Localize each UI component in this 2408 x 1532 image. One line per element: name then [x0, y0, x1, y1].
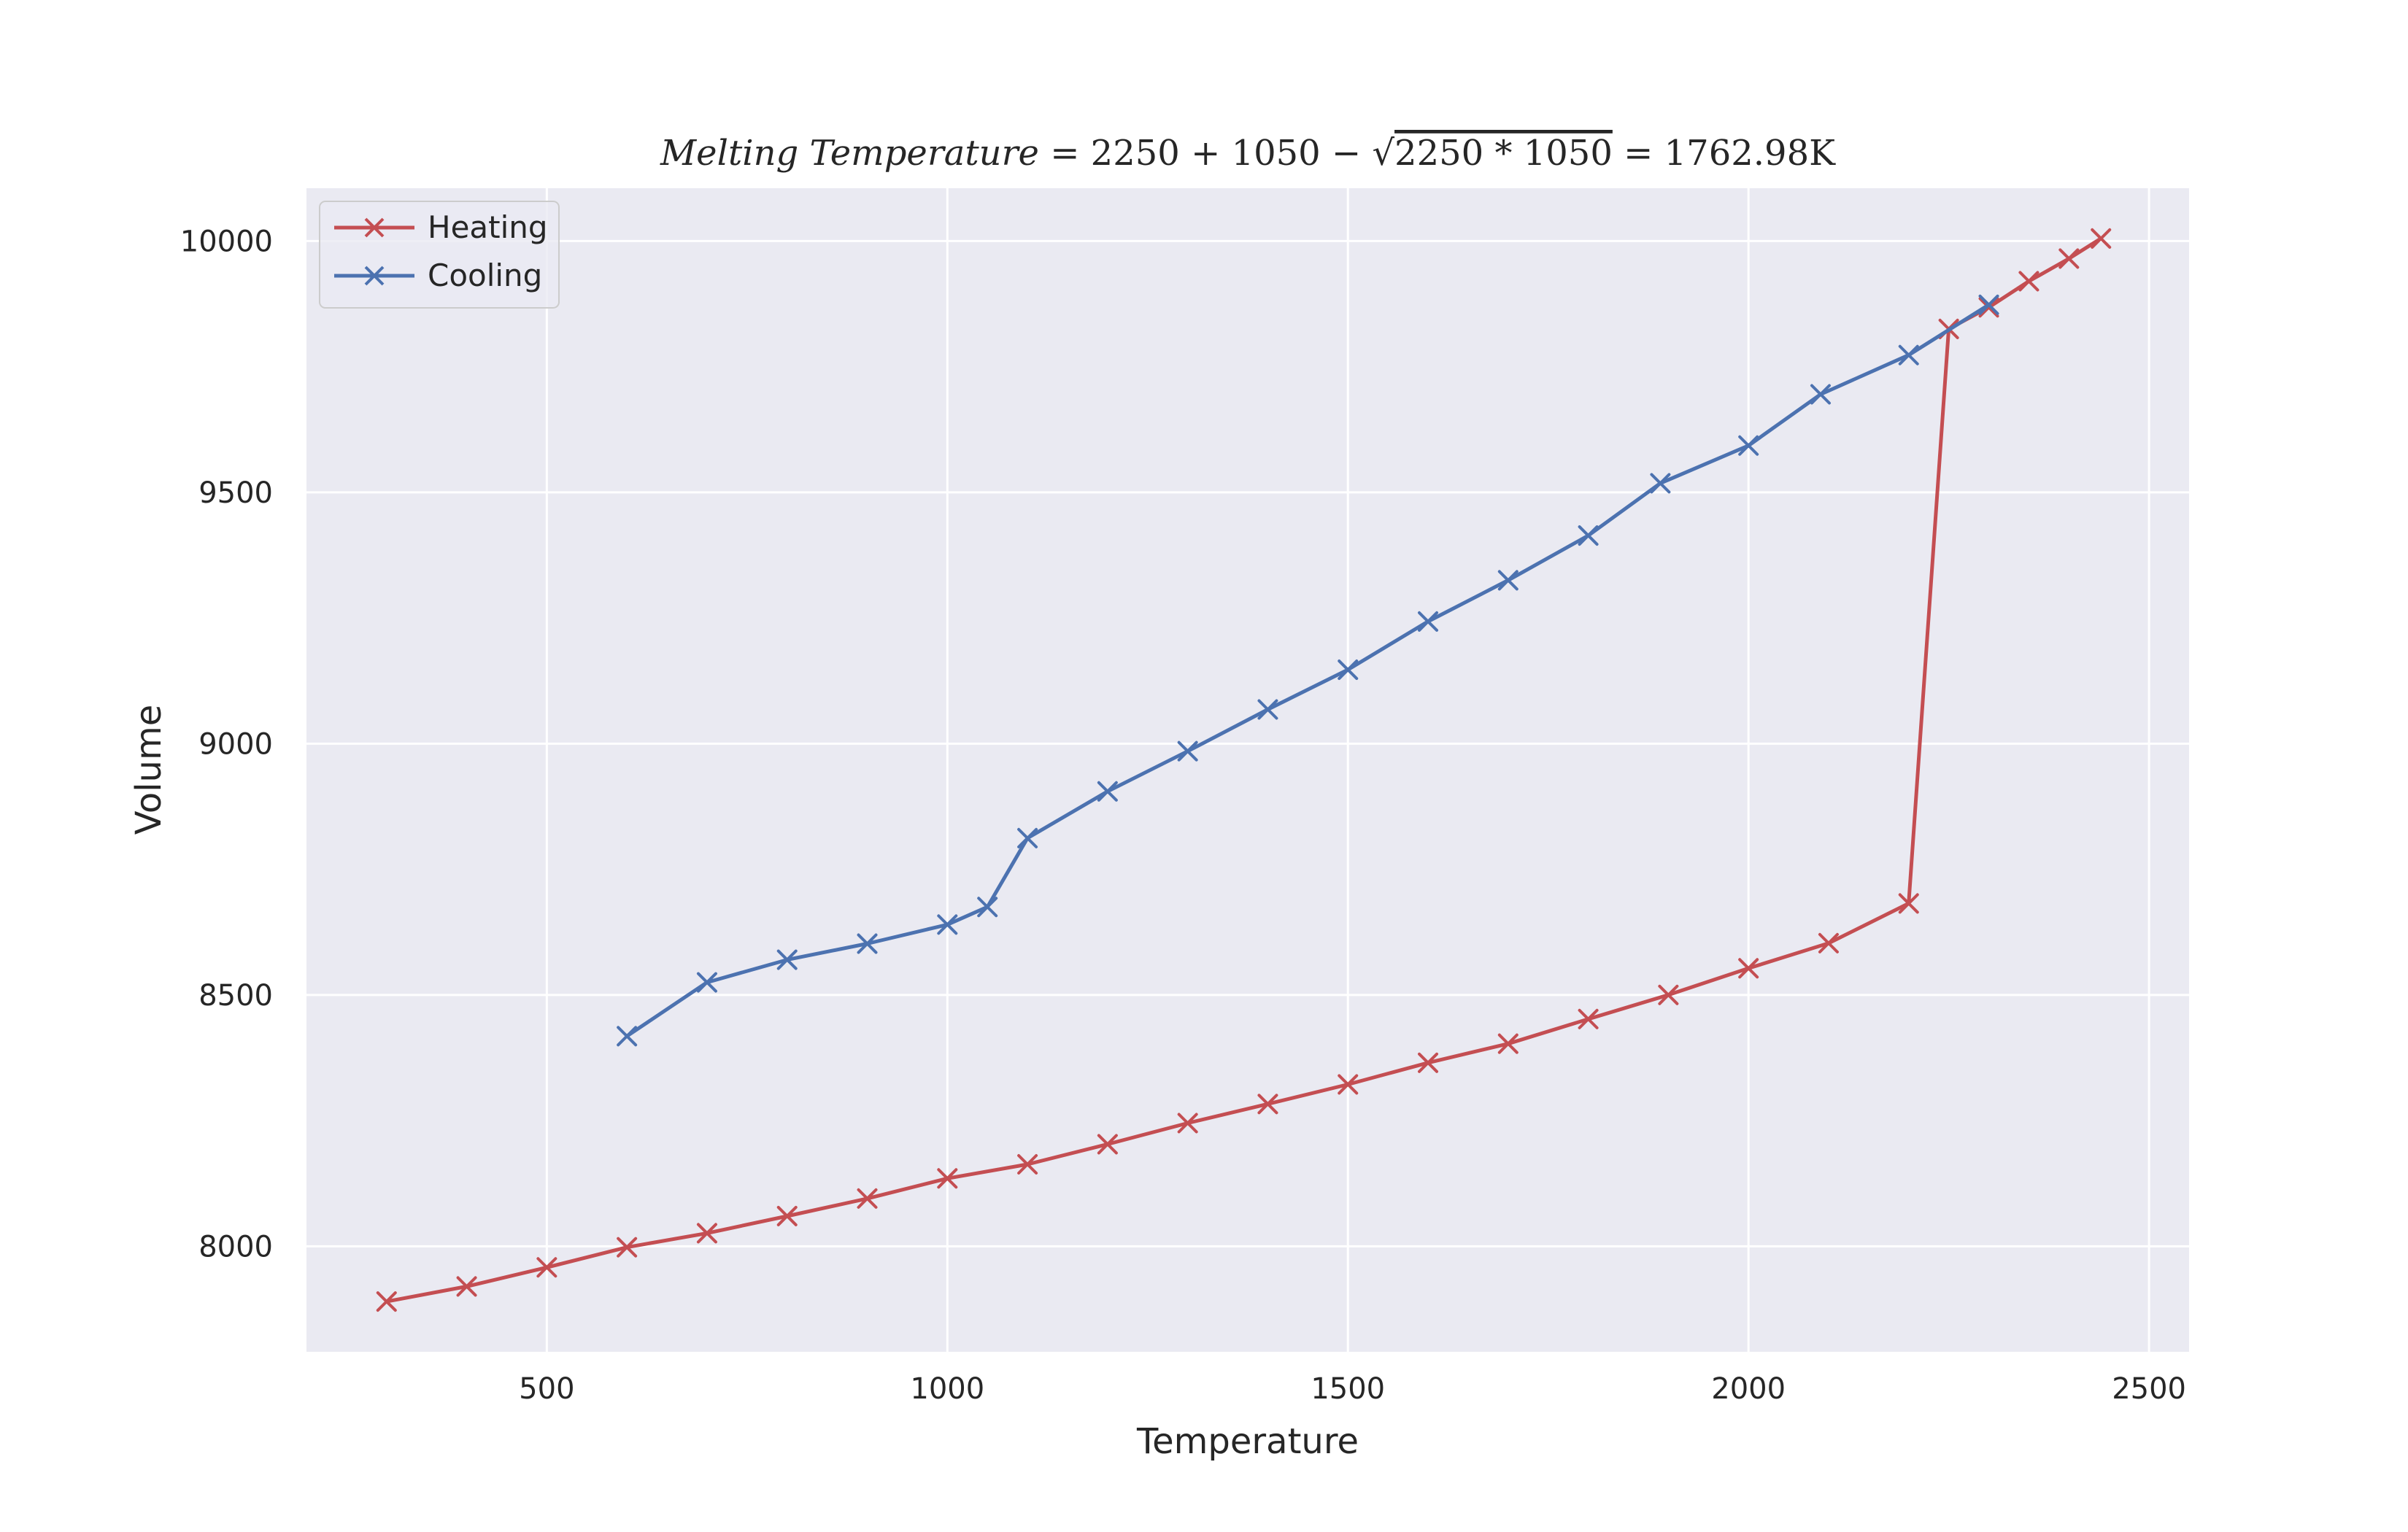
- legend: Heating Cooling: [319, 201, 560, 309]
- heating-point: [1177, 1113, 1198, 1134]
- cooling-point: [1738, 435, 1759, 456]
- heating-point: [1818, 932, 1839, 953]
- cooling-point: [776, 949, 798, 970]
- heating-point: [1418, 1052, 1439, 1073]
- tick-labels: 500 1000 1500 2000 2500 8000 8500 9000 9500 10000: [180, 225, 2186, 1406]
- cooling-point: [1257, 699, 1278, 720]
- heating-point: [456, 1276, 477, 1297]
- y-tick-label: 10000: [180, 225, 273, 258]
- heating-point: [1738, 958, 1759, 979]
- heating-point: [617, 1237, 638, 1258]
- title-lhs: Melting Temperature: [660, 133, 1039, 174]
- heating-point: [2058, 248, 2080, 269]
- plot-area: [306, 188, 2189, 1352]
- x-axis-label: Temperature: [1136, 1421, 1359, 1462]
- cooling-point: [977, 897, 998, 918]
- heating-point: [376, 1291, 397, 1312]
- sqrt-symbol: √: [1372, 133, 1394, 174]
- x-tick-label: 1000: [910, 1372, 984, 1406]
- heating-point: [696, 1223, 717, 1244]
- y-axis-label: Volume: [128, 705, 169, 835]
- cooling-point: [1898, 344, 1919, 365]
- cooling-point: [937, 914, 958, 935]
- heating-point: [1658, 984, 1679, 1005]
- cooling-point: [696, 972, 717, 993]
- cooling-point: [1650, 473, 1671, 494]
- cooling-point: [1177, 740, 1198, 762]
- heating-point: [1578, 1008, 1599, 1029]
- cooling-point: [1017, 827, 1038, 848]
- cooling-point: [1097, 781, 1118, 802]
- heating-point: [937, 1168, 958, 1189]
- heating-point: [1898, 893, 1919, 914]
- cooling-point: [1497, 570, 1518, 591]
- legend-cooling-label: Cooling: [428, 258, 542, 293]
- heating-point: [2091, 228, 2112, 249]
- chart-title: Melting Temperature = 2250 + 1050 − √225…: [660, 133, 1836, 174]
- heating-point: [1338, 1074, 1359, 1095]
- title-result: = 1762.98K: [1613, 133, 1836, 174]
- cooling-point: [1578, 525, 1599, 546]
- cooling-point: [617, 1026, 638, 1047]
- cooling-point: [1810, 384, 1831, 405]
- heating-point: [1017, 1154, 1038, 1175]
- legend-cooling-marker: [364, 266, 385, 286]
- cooling-point: [1978, 294, 1999, 315]
- heating-point: [1257, 1094, 1278, 1115]
- y-tick-label: 8500: [198, 979, 273, 1013]
- cooling-point: [1338, 659, 1359, 681]
- x-tick-label: 2500: [2112, 1372, 2186, 1406]
- y-tick-label: 8000: [198, 1230, 273, 1264]
- series-layer: [376, 228, 2112, 1312]
- legend-heating-label: Heating: [428, 209, 548, 245]
- y-tick-label: 9000: [198, 727, 273, 761]
- title-sum: = 2250 + 1050 −: [1039, 133, 1373, 174]
- x-tick-label: 1500: [1311, 1372, 1385, 1406]
- heating-point: [776, 1205, 798, 1226]
- grid-lines: [306, 188, 2189, 1352]
- heating-point: [536, 1257, 557, 1278]
- cooling-point: [857, 933, 878, 954]
- heating-point: [1978, 297, 1999, 318]
- title-radicand: 2250 * 1050: [1394, 133, 1613, 174]
- heating-point: [2018, 271, 2040, 292]
- heating-point: [857, 1188, 878, 1209]
- heating-point: [1497, 1033, 1518, 1054]
- legend-heating-marker: [364, 217, 385, 238]
- x-tick-label: 2000: [1711, 1372, 1786, 1406]
- y-tick-label: 9500: [198, 476, 273, 510]
- heating-point: [1097, 1134, 1118, 1155]
- cooling-point: [1418, 611, 1439, 632]
- x-tick-label: 500: [519, 1372, 574, 1406]
